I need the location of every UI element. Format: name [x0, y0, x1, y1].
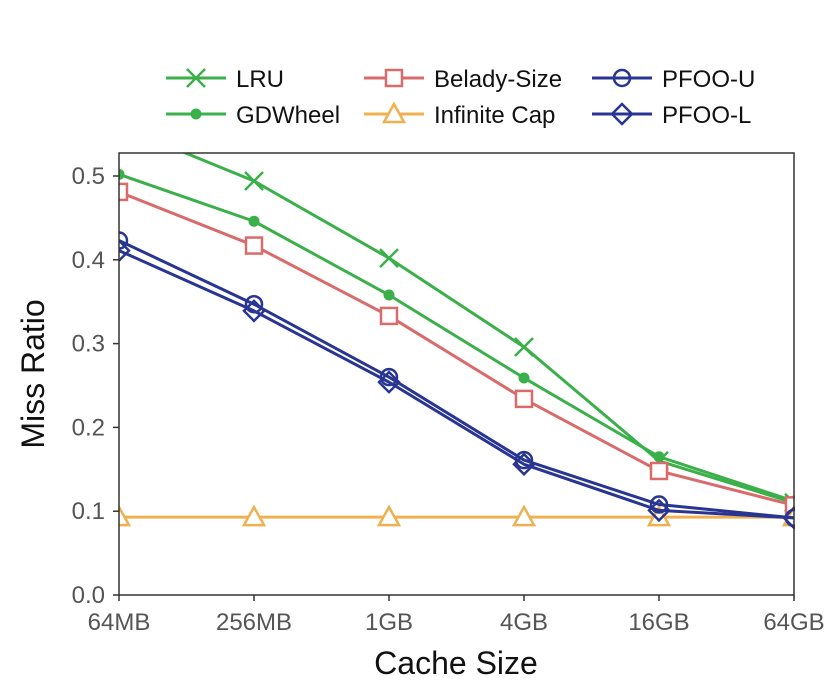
point-belady-size [246, 238, 262, 254]
point-gdwheel [384, 289, 395, 300]
y-tick-label: 0.3 [72, 331, 105, 358]
legend-label: PFOO-L [662, 102, 751, 129]
legend-label: PFOO-U [662, 66, 755, 93]
point-belady-size [381, 308, 397, 324]
point-belady-size [651, 463, 667, 479]
series-line-belady-size [119, 192, 794, 505]
series-line-lru [119, 126, 794, 503]
legend: LRU GDWheel Belady-Size Infinite Cap PFOO-U P… [166, 66, 755, 129]
legend-swatch-marker [386, 70, 402, 86]
y-tick-label: 0.2 [72, 414, 105, 441]
legend-swatch-marker [191, 109, 202, 120]
x-tick-label: 64GB [763, 609, 824, 636]
legend-item-belady-size: Belady-Size [364, 66, 562, 93]
axes: 0.0 0.1 0.2 0.3 0.4 0.5 64MB 256MB 1GB 4GB 16GB 64G… [72, 163, 825, 636]
legend-item-infinite-cap: Infinite Cap [364, 102, 555, 129]
point-lru [380, 249, 398, 267]
x-tick-label: 16GB [628, 609, 689, 636]
y-tick-label: 0.0 [72, 582, 105, 609]
y-tick-label: 0.4 [72, 247, 105, 274]
legend-item-pfoo-l: PFOO-L [592, 102, 751, 129]
x-tick-label: 1GB [365, 609, 413, 636]
x-tick-label: 256MB [216, 609, 292, 636]
y-tick-label: 0.1 [72, 498, 105, 525]
point-lru [245, 172, 263, 190]
series-line-pfoo-l [119, 251, 794, 518]
legend-item-pfoo-u: PFOO-U [592, 66, 755, 93]
series-line-pfoo-u [119, 241, 794, 518]
series-gdwheel [114, 169, 800, 507]
x-tick-label: 4GB [500, 609, 548, 636]
point-lru [515, 338, 533, 356]
series-lru [110, 117, 803, 512]
point-gdwheel [654, 451, 665, 462]
x-axis-label: Cache Size [374, 645, 538, 681]
plot-frame [119, 153, 794, 595]
miss-ratio-chart: LRU GDWheel Belady-Size Infinite Cap PFOO-U P… [0, 0, 830, 693]
point-gdwheel [519, 372, 530, 383]
point-lru [110, 117, 128, 135]
series-line-gdwheel [119, 174, 794, 501]
legend-label: Infinite Cap [434, 102, 555, 129]
y-axis-label: Miss Ratio [15, 299, 51, 448]
legend-label: GDWheel [236, 102, 340, 129]
y-tick-label: 0.5 [72, 163, 105, 190]
x-tick-label: 64MB [88, 609, 151, 636]
legend-label: Belady-Size [434, 66, 562, 93]
series-belady-size [111, 184, 802, 513]
legend-item-lru: LRU [166, 66, 284, 93]
legend-item-gdwheel: GDWheel [166, 102, 340, 129]
point-belady-size [516, 391, 532, 407]
legend-label: LRU [236, 66, 284, 93]
point-gdwheel [249, 216, 260, 227]
